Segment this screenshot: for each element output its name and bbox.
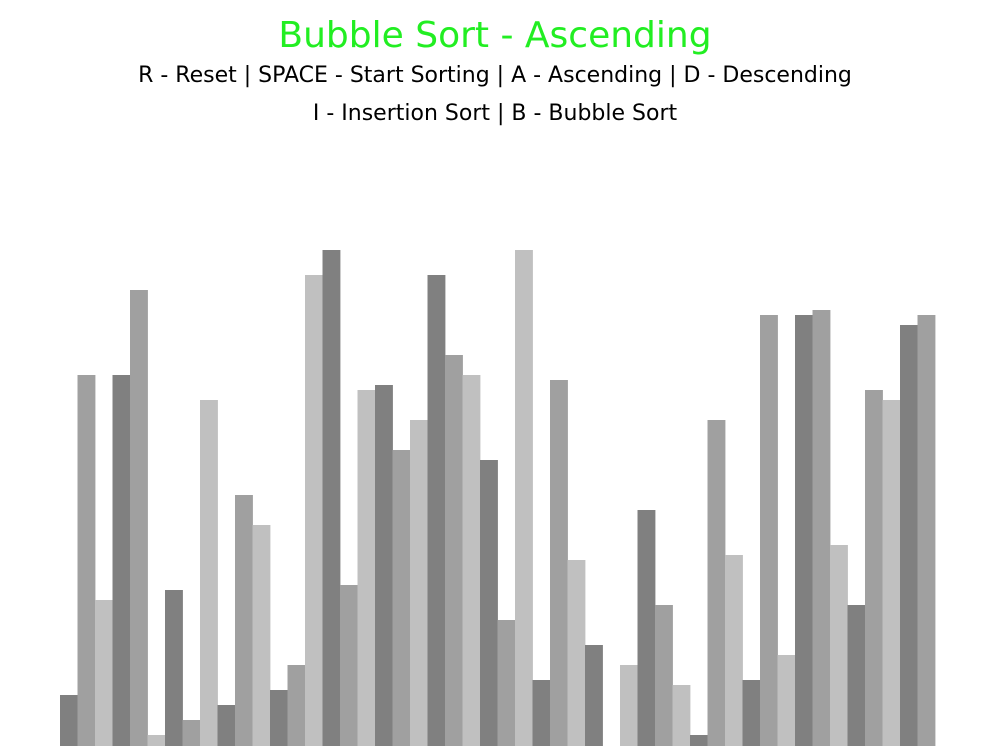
array-bar [305,275,323,746]
array-bar [287,665,306,746]
array-bar [532,680,551,746]
array-bar [707,420,726,746]
array-bar [812,310,831,746]
array-bar [77,375,96,746]
array-bar [567,560,586,746]
array-bar [550,380,568,746]
array-bar [497,620,516,746]
array-bar [515,250,533,746]
array-bar [340,585,358,746]
array-bar [480,460,498,746]
array-bar [165,590,183,746]
array-bar [900,325,918,746]
array-bar [130,290,148,746]
array-bar [392,450,411,746]
array-bar [585,645,603,746]
array-bar [235,495,253,746]
array-bar [270,690,288,746]
array-bar [200,400,218,746]
array-bar [672,685,691,746]
array-bar [882,400,901,746]
array-bar [182,720,201,746]
array-bar [847,605,866,746]
array-bar [427,275,446,746]
array-bar [410,420,428,746]
array-bar [95,600,113,746]
array-bar [620,665,638,746]
array-bar [217,705,236,746]
array-bar [375,385,393,746]
array-bar [725,555,743,746]
array-bar [917,315,936,746]
array-bar [445,355,463,746]
array-bar [742,680,761,746]
array-bar [637,510,656,746]
array-bar [252,525,271,746]
array-bar [60,695,78,746]
sort-title: Bubble Sort - Ascending [278,15,712,56]
controls-help-line-1: R - Reset | SPACE - Start Sorting | A - … [138,63,852,88]
array-bar [112,375,131,746]
array-bar [865,390,883,746]
array-bar [147,735,166,746]
array-bar [777,655,796,746]
array-bar [690,735,708,746]
controls-help-line-2: I - Insertion Sort | B - Bubble Sort [312,101,678,126]
array-bar [655,605,673,746]
array-bar [760,315,778,746]
array-bar [830,545,848,746]
array-bar [795,315,813,746]
array-bar [462,375,481,746]
array-bar [322,250,341,746]
array-bar [357,390,376,746]
